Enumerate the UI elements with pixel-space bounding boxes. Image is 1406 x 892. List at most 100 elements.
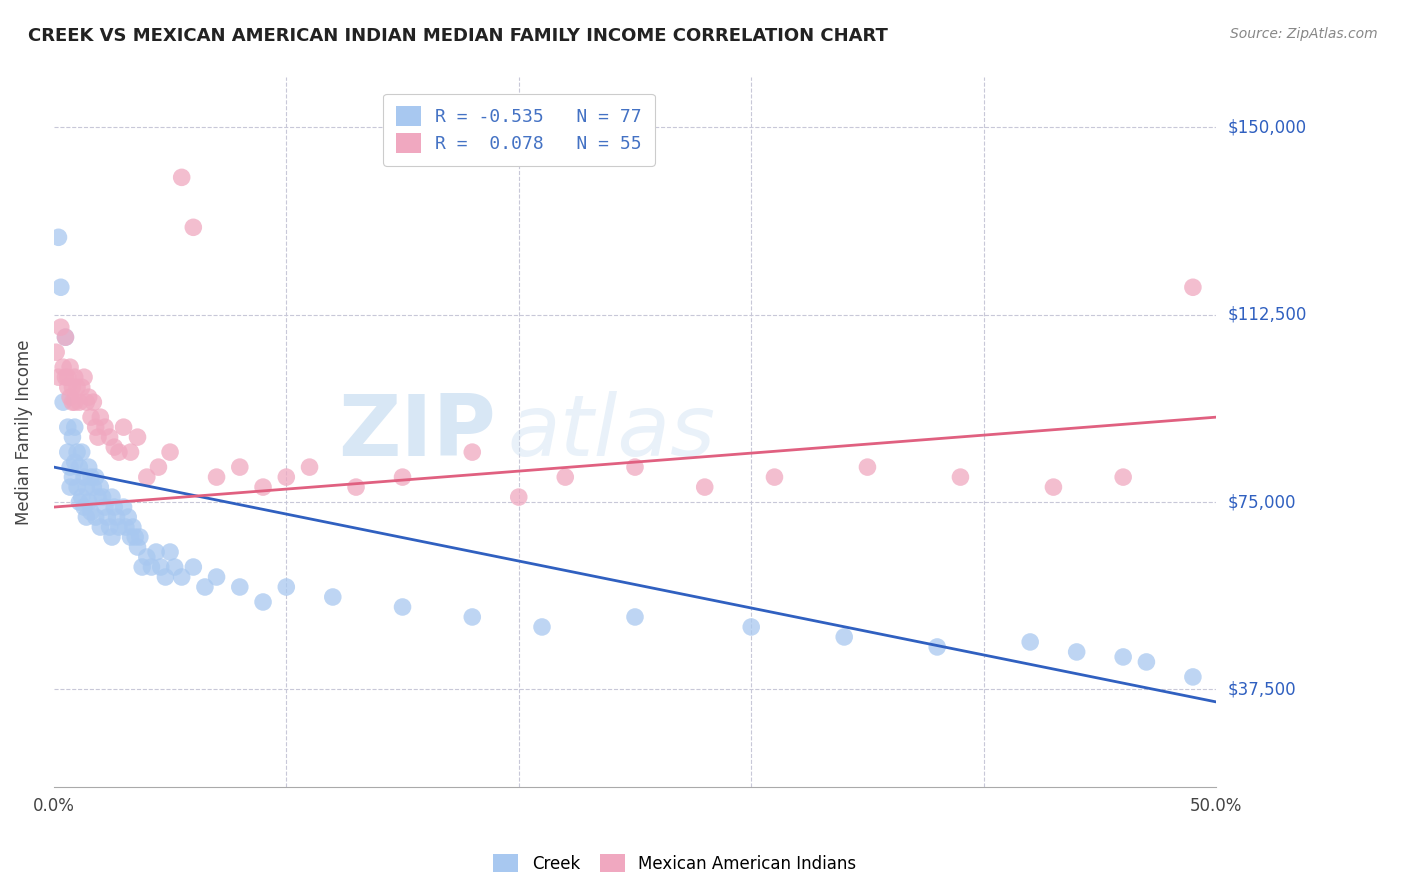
Point <box>98 430 121 444</box>
Point <box>949 470 972 484</box>
Point <box>461 610 484 624</box>
Point <box>56 445 79 459</box>
Point <box>508 490 530 504</box>
Point <box>70 490 93 504</box>
Point <box>80 505 103 519</box>
Point <box>391 599 413 614</box>
Point <box>170 570 193 584</box>
Text: atlas: atlas <box>508 391 716 474</box>
Point <box>149 560 172 574</box>
Point <box>82 395 104 409</box>
Point <box>75 480 97 494</box>
Point <box>52 360 75 375</box>
Point <box>87 430 110 444</box>
Text: $150,000: $150,000 <box>1227 119 1306 136</box>
Point <box>59 460 82 475</box>
Point <box>55 330 77 344</box>
Point <box>105 510 128 524</box>
Point <box>740 620 762 634</box>
Point <box>148 460 170 475</box>
Point <box>124 530 146 544</box>
Point <box>73 370 96 384</box>
Point <box>49 320 72 334</box>
Point <box>1181 280 1204 294</box>
Point <box>59 360 82 375</box>
Point <box>229 580 252 594</box>
Point <box>1112 470 1135 484</box>
Point <box>45 345 67 359</box>
Point <box>117 510 139 524</box>
Point <box>115 520 138 534</box>
Point <box>73 470 96 484</box>
Point <box>73 500 96 514</box>
Point <box>59 390 82 404</box>
Text: $37,500: $37,500 <box>1227 681 1296 698</box>
Point <box>89 410 111 425</box>
Point <box>66 380 89 394</box>
Point <box>276 470 298 484</box>
Point <box>229 460 252 475</box>
Point <box>82 480 104 494</box>
Point <box>48 230 70 244</box>
Point <box>98 520 121 534</box>
Point <box>67 460 90 475</box>
Point <box>70 380 93 394</box>
Point <box>75 510 97 524</box>
Point <box>120 530 142 544</box>
Point <box>94 500 117 514</box>
Point <box>108 445 131 459</box>
Point <box>80 410 103 425</box>
Point <box>112 420 135 434</box>
Point <box>66 445 89 459</box>
Point <box>56 380 79 394</box>
Point <box>62 470 84 484</box>
Point <box>181 560 204 574</box>
Point <box>62 380 84 394</box>
Point <box>624 610 647 624</box>
Point <box>103 440 125 454</box>
Point <box>927 640 949 654</box>
Point <box>62 395 84 409</box>
Point <box>194 580 217 594</box>
Point <box>70 445 93 459</box>
Point <box>128 530 150 544</box>
Point <box>127 430 149 444</box>
Point <box>84 420 107 434</box>
Text: Source: ZipAtlas.com: Source: ZipAtlas.com <box>1230 27 1378 41</box>
Y-axis label: Median Family Income: Median Family Income <box>15 339 32 524</box>
Point <box>67 395 90 409</box>
Point <box>170 170 193 185</box>
Point <box>624 460 647 475</box>
Point <box>55 370 77 384</box>
Point <box>530 620 553 634</box>
Point <box>135 549 157 564</box>
Point <box>59 480 82 494</box>
Point <box>62 430 84 444</box>
Point <box>67 495 90 509</box>
Point <box>77 495 100 509</box>
Legend: Creek, Mexican American Indians: Creek, Mexican American Indians <box>486 847 863 880</box>
Text: $112,500: $112,500 <box>1227 306 1306 324</box>
Legend: R = -0.535   N = 77, R =  0.078   N = 55: R = -0.535 N = 77, R = 0.078 N = 55 <box>382 94 655 166</box>
Point <box>1066 645 1088 659</box>
Point <box>1112 649 1135 664</box>
Point <box>1042 480 1064 494</box>
Point <box>63 455 86 469</box>
Point <box>52 395 75 409</box>
Point <box>91 490 114 504</box>
Point <box>63 370 86 384</box>
Text: $75,000: $75,000 <box>1227 493 1296 511</box>
Point <box>94 420 117 434</box>
Text: CREEK VS MEXICAN AMERICAN INDIAN MEDIAN FAMILY INCOME CORRELATION CHART: CREEK VS MEXICAN AMERICAN INDIAN MEDIAN … <box>28 27 889 45</box>
Point <box>1135 655 1157 669</box>
Point <box>77 460 100 475</box>
Point <box>56 370 79 384</box>
Point <box>135 470 157 484</box>
Point <box>181 220 204 235</box>
Point <box>145 545 167 559</box>
Point <box>75 395 97 409</box>
Point <box>108 520 131 534</box>
Point <box>96 510 118 524</box>
Point <box>1019 635 1042 649</box>
Point <box>84 470 107 484</box>
